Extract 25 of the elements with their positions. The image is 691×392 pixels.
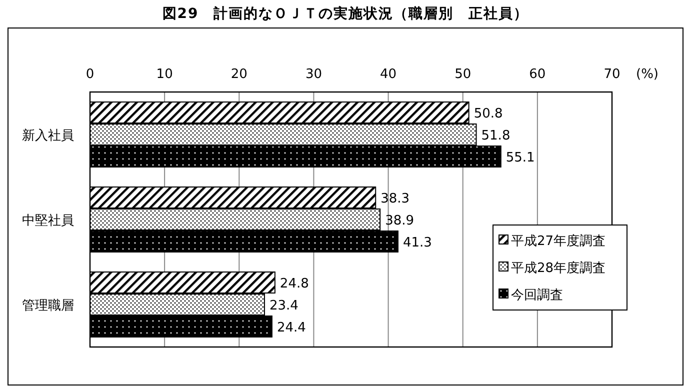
data-label: 41.3 xyxy=(402,236,432,250)
y-tick-label: 新入社員 xyxy=(22,128,74,144)
x-axis-title: (%) xyxy=(636,67,658,82)
x-tick-label: 0 xyxy=(86,67,94,82)
x-tick-label: 50 xyxy=(454,67,472,82)
x-tick-label: 10 xyxy=(156,67,173,82)
data-label: 51.8 xyxy=(481,128,510,144)
data-label: 55.1 xyxy=(506,150,535,166)
x-tick-label: 60 xyxy=(529,67,546,82)
x-tick-label: 70 xyxy=(604,67,620,82)
y-tick-label: 管理職層 xyxy=(22,298,74,314)
data-label: 24.4 xyxy=(276,320,306,336)
data-label: 38.9 xyxy=(385,214,414,228)
data-label: 50.8 xyxy=(474,106,503,122)
x-tick-label: 30 xyxy=(305,67,322,82)
chart-title: 図29 計画的なＯＪＴの実施状況（職層別 正社員） xyxy=(162,5,529,22)
x-tick-label: 40 xyxy=(380,67,397,82)
data-label: 38.3 xyxy=(380,192,410,206)
data-label: 24.8 xyxy=(280,276,309,292)
legend-label: 平成28年度調査 xyxy=(511,260,606,276)
y-tick-label: 中堅社員 xyxy=(22,214,74,228)
x-tick-label: 20 xyxy=(230,67,248,82)
legend-label: 今回調査 xyxy=(511,288,563,303)
legend-label: 平成27年度調査 xyxy=(511,233,606,249)
data-label: 23.4 xyxy=(269,298,298,314)
